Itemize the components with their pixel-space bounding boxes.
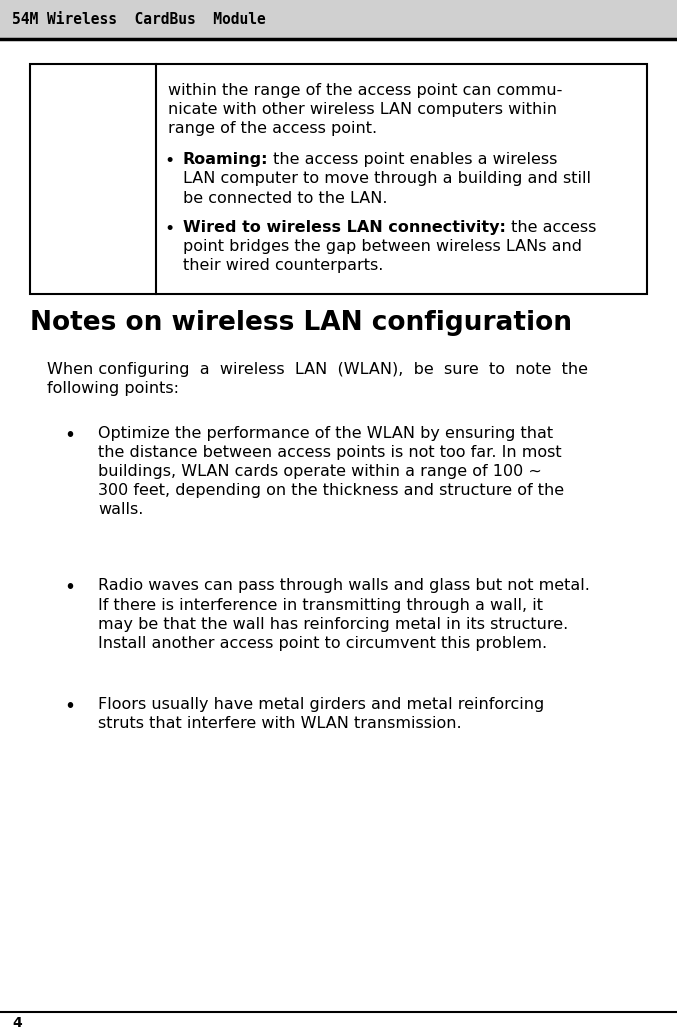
Text: be connected to the LAN.: be connected to the LAN. <box>183 190 387 206</box>
Text: Roaming:: Roaming: <box>183 152 268 167</box>
Text: If there is interference in transmitting through a wall, it: If there is interference in transmitting… <box>98 597 543 613</box>
Text: may be that the wall has reinforcing metal in its structure.: may be that the wall has reinforcing met… <box>98 617 569 632</box>
Text: the access: the access <box>506 220 596 236</box>
Text: walls.: walls. <box>98 502 144 518</box>
Text: following points:: following points: <box>47 380 179 396</box>
Text: Floors usually have metal girders and metal reinforcing: Floors usually have metal girders and me… <box>98 697 544 713</box>
Text: •: • <box>64 697 75 716</box>
Text: 4: 4 <box>12 1015 22 1030</box>
Text: •: • <box>64 426 75 444</box>
Text: 300 feet, depending on the thickness and structure of the: 300 feet, depending on the thickness and… <box>98 482 565 498</box>
Text: point bridges the gap between wireless LANs and: point bridges the gap between wireless L… <box>183 239 582 254</box>
Text: within the range of the access point can commu-: within the range of the access point can… <box>168 83 563 98</box>
Text: struts that interfere with WLAN transmission.: struts that interfere with WLAN transmis… <box>98 717 462 731</box>
Text: Install another access point to circumvent this problem.: Install another access point to circumve… <box>98 635 547 651</box>
Text: Notes on wireless LAN configuration: Notes on wireless LAN configuration <box>30 310 573 336</box>
Text: their wired counterparts.: their wired counterparts. <box>183 258 383 274</box>
Text: the access point enables a wireless: the access point enables a wireless <box>268 152 558 167</box>
Text: •: • <box>165 220 175 238</box>
Text: 54M Wireless  CardBus  Module: 54M Wireless CardBus Module <box>12 12 266 27</box>
Text: range of the access point.: range of the access point. <box>168 121 377 136</box>
Text: LAN computer to move through a building and still: LAN computer to move through a building … <box>183 171 591 187</box>
Bar <box>30 64 647 294</box>
Text: Radio waves can pass through walls and glass but not metal.: Radio waves can pass through walls and g… <box>98 578 590 594</box>
Text: buildings, WLAN cards operate within a range of 100 ~: buildings, WLAN cards operate within a r… <box>98 464 542 479</box>
Text: When configuring  a  wireless  LAN  (WLAN),  be  sure  to  note  the: When configuring a wireless LAN (WLAN), … <box>47 362 588 377</box>
Text: the distance between access points is not too far. In most: the distance between access points is no… <box>98 444 562 460</box>
Bar <box>0 0 677 39</box>
Text: Optimize the performance of the WLAN by ensuring that: Optimize the performance of the WLAN by … <box>98 426 553 441</box>
Text: •: • <box>64 578 75 597</box>
Text: nicate with other wireless LAN computers within: nicate with other wireless LAN computers… <box>168 101 557 117</box>
Text: •: • <box>165 152 175 170</box>
Text: Wired to wireless LAN connectivity:: Wired to wireless LAN connectivity: <box>183 220 506 236</box>
